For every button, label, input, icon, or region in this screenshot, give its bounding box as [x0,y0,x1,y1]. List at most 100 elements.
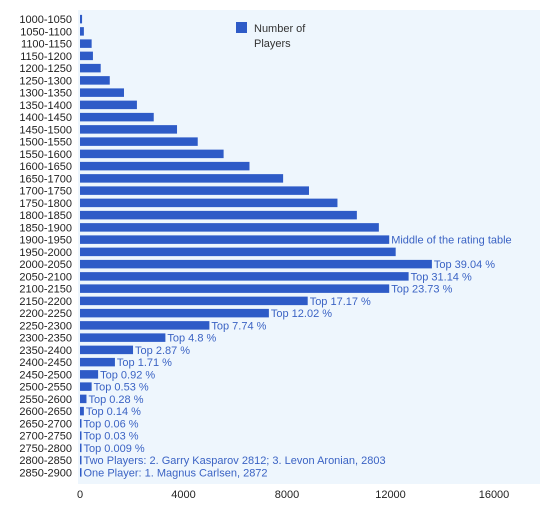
bar-2550-2600 [80,394,87,404]
category-label: 2700-2750 [19,431,72,443]
x-tick-label: 16000 [479,489,510,501]
category-label: 1100-1150 [21,39,72,51]
category-label: 1800-1850 [19,210,72,222]
bar-1700-1750 [80,186,309,195]
category-label: 2350-2400 [19,345,72,357]
bar-annotation: Two Players: 2. Garry Kasparov 2812; 3. … [84,455,386,467]
category-label: 1600-1650 [19,161,72,173]
bar-annotation: Top 39.04 % [434,259,495,271]
category-label: 2250-2300 [19,320,72,332]
bar-1950-2000 [80,247,396,257]
category-label: 2750-2800 [19,443,72,455]
bar-1500-1550 [80,137,198,146]
category-label: 1750-1800 [19,198,72,210]
plot-background [78,10,540,484]
category-label: 1700-1750 [19,186,72,198]
category-label: 1250-1300 [19,75,72,87]
bar-annotation: Top 0.92 % [100,369,155,381]
bar-annotation: Top 0.06 % [84,418,139,430]
bar-2800-2850 [80,455,82,465]
category-label: 2850-2900 [19,467,72,479]
category-label: 1400-1450 [19,112,72,124]
bar-2200-2250 [80,308,269,318]
category-label: 2600-2650 [19,406,72,418]
x-tick-labels-group: 0 4000 8000 12000 16000 [77,489,509,501]
category-label: 2650-2700 [19,418,72,430]
legend-label-line-2: Players [254,38,291,50]
bar-2100-2150 [80,284,390,293]
bar-2400-2450 [80,357,115,367]
bar-1350-1400 [80,100,137,110]
category-label: 1550-1600 [19,149,72,161]
category-label: 2000-2050 [19,259,72,271]
bar-1650-1700 [80,174,284,183]
category-label: 2450-2500 [19,369,72,381]
bar-1600-1650 [80,161,250,171]
category-label: 2050-2100 [19,271,72,283]
bar-annotation: Top 2.87 % [135,345,190,357]
bar-annotation: Top 4.8 % [167,333,216,345]
category-label: 1200-1250 [19,63,72,75]
category-label: 1350-1400 [19,100,72,112]
bar-annotation: Top 7.74 % [211,320,266,332]
x-tick-label: 0 [77,489,83,501]
bar-1400-1450 [80,112,154,122]
bar-1800-1850 [80,210,357,220]
category-labels-group: 1000-10501050-11001100-11501150-12001200… [19,14,72,479]
bars-group [80,14,432,477]
bar-2650-2700 [80,419,82,428]
category-label: 1300-1350 [19,88,72,100]
category-label: 1650-1700 [19,173,72,185]
category-label: 2150-2200 [19,296,72,308]
bar-annotation: Top 0.53 % [94,382,149,394]
bar-annotation: Top 0.009 % [84,443,145,455]
legend: Number of Players [236,22,306,50]
category-label: 2550-2600 [19,394,72,406]
category-label: 1050-1100 [20,26,72,38]
bar-2350-2400 [80,345,134,355]
bar-2850-2900 [80,468,82,477]
bar-1100-1150 [80,39,92,48]
bar-annotation: Top 17.17 % [310,296,371,308]
bar-annotation: Top 0.28 % [88,394,143,406]
category-label: 1850-1900 [19,222,72,234]
category-label: 2800-2850 [19,455,72,467]
legend-label-line-1: Number of [254,23,306,35]
bar-1550-1600 [80,149,224,159]
category-label: 1950-2000 [19,247,72,259]
bar-2600-2650 [80,406,84,416]
bar-annotation: Top 31.14 % [411,271,472,283]
x-tick-label: 4000 [171,489,195,501]
bar-2500-2550 [80,382,92,391]
category-label: 1450-1500 [19,124,72,136]
legend-swatch [236,22,247,33]
bar-1450-1500 [80,125,178,134]
category-label: 1150-1200 [20,51,72,63]
bar-1200-1250 [80,63,101,73]
category-label: 2100-2150 [19,284,72,296]
bar-1300-1350 [80,88,124,97]
bar-annotation: Middle of the rating table [391,235,511,247]
bar-2450-2500 [80,370,99,379]
bar-annotation: Top 0.03 % [84,431,139,443]
category-label: 2500-2550 [19,382,72,394]
category-label: 2400-2450 [19,357,72,369]
bar-2150-2200 [80,296,308,306]
bar-annotation: Top 12.02 % [271,308,332,320]
category-label: 1500-1550 [19,137,72,149]
bar-1150-1200 [80,51,93,61]
x-tick-label: 8000 [275,489,299,501]
bar-2700-2750 [80,431,82,440]
bar-annotation: Top 23.73 % [391,284,452,296]
category-label: 1900-1950 [19,235,72,247]
bar-1000-1050 [80,14,83,24]
bar-annotation: One Player: 1. Magnus Carlsen, 2872 [84,467,268,479]
category-label: 1000-1050 [19,14,72,26]
bar-2000-2050 [80,259,432,269]
bar-1900-1950 [80,235,390,244]
category-label: 2200-2250 [19,308,72,320]
category-label: 2300-2350 [19,333,72,345]
bar-1750-1800 [80,198,338,208]
